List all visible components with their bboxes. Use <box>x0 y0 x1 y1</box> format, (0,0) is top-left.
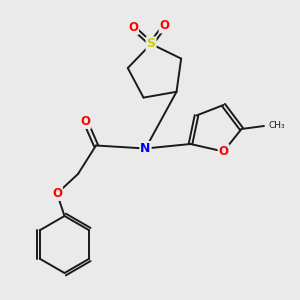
Text: O: O <box>80 115 91 128</box>
Text: O: O <box>128 21 138 34</box>
Text: CH₃: CH₃ <box>268 122 285 130</box>
Text: O: O <box>160 20 170 32</box>
Text: O: O <box>218 145 229 158</box>
Text: S: S <box>147 38 156 50</box>
Text: N: N <box>140 142 151 155</box>
Text: O: O <box>52 187 62 200</box>
